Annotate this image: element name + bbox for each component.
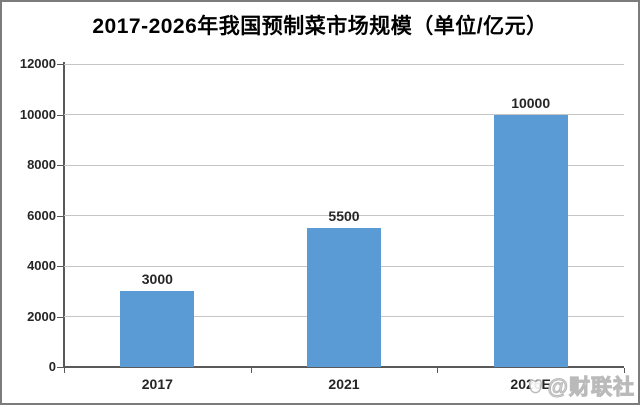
y-axis-tick xyxy=(57,215,64,217)
y-axis-label: 2000 xyxy=(27,308,56,324)
x-axis-label: 2021 xyxy=(328,376,360,392)
chart-title: 2017-2026年我国预制菜市场规模（单位/亿元） xyxy=(92,15,548,38)
y-axis-tick xyxy=(57,64,64,65)
gridline xyxy=(64,114,624,115)
gridline xyxy=(64,63,624,65)
y-axis-label: 8000 xyxy=(27,157,56,172)
x-axis-tick xyxy=(64,368,65,373)
bar xyxy=(307,228,381,367)
y-axis-label: 4000 xyxy=(27,258,56,273)
x-axis-tick xyxy=(624,368,625,373)
y-axis-tick xyxy=(57,114,64,116)
x-axis-tick xyxy=(437,368,439,373)
y-axis-tick xyxy=(57,165,64,166)
x-axis-label: 2026E xyxy=(510,376,551,392)
y-axis-line xyxy=(63,62,65,367)
bar xyxy=(493,114,568,367)
y-axis-tick xyxy=(57,316,64,318)
bar-value-label: 5500 xyxy=(328,208,360,225)
y-axis-label: 6000 xyxy=(27,207,56,223)
y-axis-label: 12000 xyxy=(19,56,56,71)
y-axis-label: 0 xyxy=(48,359,56,374)
x-axis-line xyxy=(63,366,624,368)
y-axis-label: 10000 xyxy=(19,106,56,122)
gridline xyxy=(64,215,624,216)
x-axis-label: 2017 xyxy=(141,376,173,392)
x-axis-tick xyxy=(250,368,252,373)
y-axis-tick xyxy=(57,266,64,267)
gridline xyxy=(64,164,624,166)
y-axis-tick xyxy=(57,367,64,368)
bar-value-label: 10000 xyxy=(511,94,551,111)
bar xyxy=(120,291,195,367)
bar-value-label: 3000 xyxy=(141,271,173,288)
